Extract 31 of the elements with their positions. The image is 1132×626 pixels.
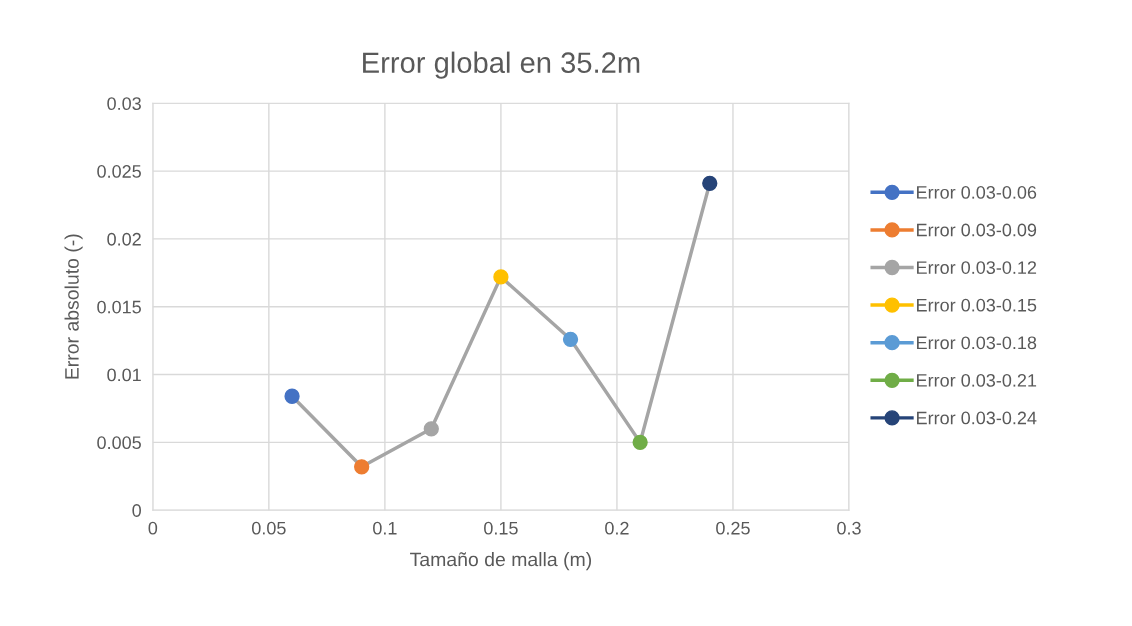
y-axis-title: Error absoluto (-) xyxy=(64,234,83,379)
y-tick-label: 0.005 xyxy=(97,436,141,450)
x-tick-label: 0.2 xyxy=(605,521,629,535)
legend-label: Error 0.03-0.12 xyxy=(917,261,1037,274)
y-tick-label: 0 xyxy=(132,504,141,517)
x-tick-label: 0.15 xyxy=(484,521,518,535)
y-tick-label: 0.01 xyxy=(107,368,141,382)
chart-title: Error global en 35.2m xyxy=(363,51,640,79)
x-tick-label: 0 xyxy=(148,521,158,535)
legend-label: Error 0.03-0.15 xyxy=(917,298,1037,312)
y-tick-label: 0.015 xyxy=(97,300,141,314)
point xyxy=(354,459,370,475)
legend-label: Error 0.03-0.09 xyxy=(917,223,1037,237)
x-tick-label: 0.05 xyxy=(251,521,286,535)
legend-label: Error 0.03-0.24 xyxy=(917,411,1037,425)
point xyxy=(702,175,718,191)
x-tick-label: 0.25 xyxy=(716,521,750,535)
y-tick-label: 0.03 xyxy=(107,97,141,111)
point xyxy=(493,269,509,285)
legend-label: Error 0.03-0.06 xyxy=(917,186,1037,199)
point xyxy=(632,434,648,451)
y-tick-label: 0.025 xyxy=(97,165,141,178)
x-axis-title: Tamaño de malla (m) xyxy=(410,552,592,571)
point xyxy=(284,388,300,404)
x-tick-label: 0.1 xyxy=(373,521,397,535)
point xyxy=(423,421,439,437)
x-tick-label: 0.3 xyxy=(837,521,861,535)
legend-label: Error 0.03-0.21 xyxy=(917,373,1037,387)
point xyxy=(562,331,579,347)
y-tick-label: 0.02 xyxy=(107,232,141,246)
legend-label: Error 0.03-0.18 xyxy=(917,336,1037,350)
